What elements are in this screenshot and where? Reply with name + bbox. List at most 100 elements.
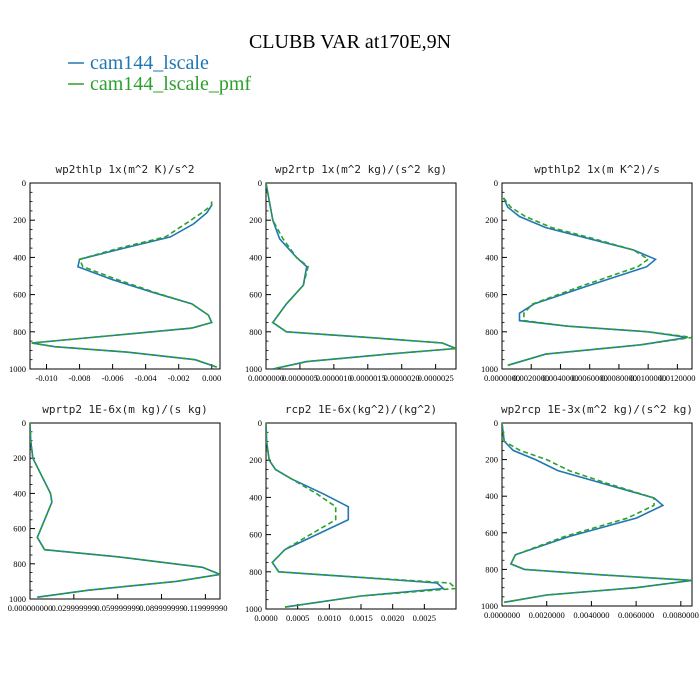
y-tick-label-5-1: 200 [485, 455, 498, 465]
panel-1: wp2rtp 1x(m^2 kg)/(s^2 kg) 0 200 400 600 800 1… [245, 163, 457, 383]
panel-3: wprtp2 1E-6x(m kg)/(s kg) 0 200 400 600 800 10… [8, 403, 228, 613]
panel-4: rcp2 1E-6x(kg^2)/(kg^2) 0 200 400 600 800 1000… [245, 403, 457, 623]
x-tick-label-5-0: 0.0000000 [484, 610, 520, 620]
y-tick-label-4-4: 800 [249, 567, 262, 577]
series-line-4-1 [266, 423, 456, 608]
legend-item-0: cam144_lscale [68, 52, 209, 74]
x-tick-label-5-4: 0.0080000 [663, 610, 699, 620]
panel-title-2: wpthlp2 1x(m K^2)/s [534, 163, 660, 176]
series-line-1-1 [266, 183, 456, 369]
x-tick-label-5-2: 0.0040000 [573, 610, 609, 620]
x-tick-label-0-0: -0.010 [36, 373, 58, 383]
y-tick-label-5-3: 600 [485, 528, 498, 538]
series-line-0-0 [31, 201, 217, 368]
legend-item-1: cam144_lscale_pmf [68, 73, 251, 95]
panels: wp2thlp 1x(m^2 K)/s^2 0 200 400 600 800 1000 -0… [8, 163, 699, 623]
x-tick-label-4-1: 0.0005 [286, 613, 309, 623]
series-line-4-0 [266, 423, 446, 608]
x-tick-label-3-2: 0.059999999 [95, 603, 140, 613]
y-tick-label-1-5: 1000 [245, 364, 262, 374]
panel-0: wp2thlp 1x(m^2 K)/s^2 0 200 400 600 800 1000 -0… [9, 163, 221, 383]
y-tick-label-0-1: 200 [13, 215, 26, 225]
y-tick-label-5-4: 800 [485, 564, 498, 574]
series-line-5-0 [502, 423, 692, 604]
y-tick-label-0-3: 600 [13, 290, 26, 300]
y-tick-label-1-1: 200 [249, 215, 262, 225]
y-tick-label-5-2: 400 [485, 491, 498, 501]
x-tick-label-5-1: 0.0020000 [529, 610, 565, 620]
x-tick-label-2-5: 0.0100000 [630, 373, 666, 383]
y-tick-label-3-3: 600 [13, 524, 26, 534]
y-tick-label-0-5: 1000 [9, 364, 26, 374]
x-tick-label-3-1: 0.029999999 [52, 603, 97, 613]
y-tick-label-4-5: 1000 [245, 604, 262, 614]
x-tick-label-0-5: 0.000 [202, 373, 221, 383]
y-tick-label-4-1: 200 [249, 455, 262, 465]
y-tick-label-0-2: 400 [13, 252, 26, 262]
y-tick-label-1-2: 400 [249, 252, 262, 262]
x-tick-label-3-0: 0.000000000 [8, 603, 53, 613]
x-tick-label-4-4: 0.0020 [381, 613, 404, 623]
y-tick-label-0-0: 0 [22, 178, 26, 188]
y-tick-label-5-0: 0 [494, 418, 498, 428]
x-tick-label-4-3: 0.0015 [349, 613, 372, 623]
y-tick-label-1-3: 600 [249, 290, 262, 300]
x-tick-label-1-3: 0.0000015 [350, 373, 386, 383]
y-tick-label-2-2: 400 [485, 252, 498, 262]
x-tick-label-2-1: 0.0020000 [513, 373, 549, 383]
y-tick-label-1-4: 800 [249, 327, 262, 337]
y-tick-label-2-3: 600 [485, 290, 498, 300]
x-tick-label-2-2: 0.0040000 [542, 373, 578, 383]
y-tick-label-2-0: 0 [494, 178, 498, 188]
y-tick-label-2-4: 800 [485, 327, 498, 337]
series-line-0-1 [31, 201, 217, 368]
panel-title-3: wprtp2 1E-6x(m kg)/(s kg) [42, 403, 208, 416]
x-tick-label-4-2: 0.0010 [318, 613, 341, 623]
x-tick-label-1-5: 0.0000025 [418, 373, 454, 383]
legend: cam144_lscale cam144_lscale_pmf [68, 52, 251, 95]
x-tick-label-1-4: 0.0000020 [384, 373, 420, 383]
x-tick-label-1-2: 0.0000010 [316, 373, 352, 383]
x-tick-label-1-1: 0.0000005 [282, 373, 318, 383]
panel-title-4: rcp2 1E-6x(kg^2)/(kg^2) [285, 403, 437, 416]
y-tick-label-1-0: 0 [258, 178, 262, 188]
series-line-2-0 [502, 197, 688, 367]
y-tick-label-4-2: 400 [249, 492, 262, 502]
x-tick-label-3-3: 0.089999999 [139, 603, 184, 613]
panel-2: wpthlp2 1x(m K^2)/s 0 200 400 600 800 1000 0.00… [481, 163, 695, 383]
series-line-3-0 [30, 423, 220, 598]
y-tick-label-3-1: 200 [13, 453, 26, 463]
x-tick-label-2-4: 0.0080000 [601, 373, 637, 383]
y-tick-label-4-0: 0 [258, 418, 262, 428]
panel-title-1: wp2rtp 1x(m^2 kg)/(s^2 kg) [275, 163, 447, 176]
panel-title-5: wp2rcp 1E-3x(m^2 kg)/(s^2 kg) [501, 403, 693, 416]
y-tick-label-5-5: 1000 [481, 601, 498, 611]
series-line-2-1 [502, 197, 692, 367]
x-tick-label-0-3: -0.004 [135, 373, 158, 383]
panel-title-0: wp2thlp 1x(m^2 K)/s^2 [55, 163, 194, 176]
x-tick-label-3-4: 0.119999990 [183, 603, 227, 613]
legend-label-0: cam144_lscale [90, 52, 209, 74]
series-line-5-1 [502, 423, 692, 604]
figure-title: CLUBB VAR at170E,9N [249, 31, 451, 53]
y-tick-label-3-0: 0 [22, 418, 26, 428]
y-tick-label-0-4: 800 [13, 327, 26, 337]
x-tick-label-0-1: -0.008 [69, 373, 91, 383]
x-tick-label-2-6: 0.0120000 [659, 373, 695, 383]
legend-label-1: cam144_lscale_pmf [90, 73, 251, 95]
x-tick-label-0-2: -0.006 [102, 373, 124, 383]
x-tick-label-0-4: -0.002 [168, 373, 190, 383]
x-tick-label-5-3: 0.0060000 [618, 610, 654, 620]
y-tick-label-4-3: 600 [249, 530, 262, 540]
plot-area-3 [29, 422, 221, 600]
y-tick-label-3-4: 800 [13, 559, 26, 569]
y-tick-label-2-1: 200 [485, 215, 498, 225]
x-tick-label-1-0: 0.0000000 [248, 373, 284, 383]
x-tick-label-4-0: 0.0000 [254, 613, 277, 623]
series-line-3-1 [30, 423, 220, 598]
y-tick-label-3-2: 400 [13, 488, 26, 498]
y-tick-label-2-5: 1000 [481, 364, 498, 374]
x-tick-label-2-3: 0.0060000 [572, 373, 608, 383]
